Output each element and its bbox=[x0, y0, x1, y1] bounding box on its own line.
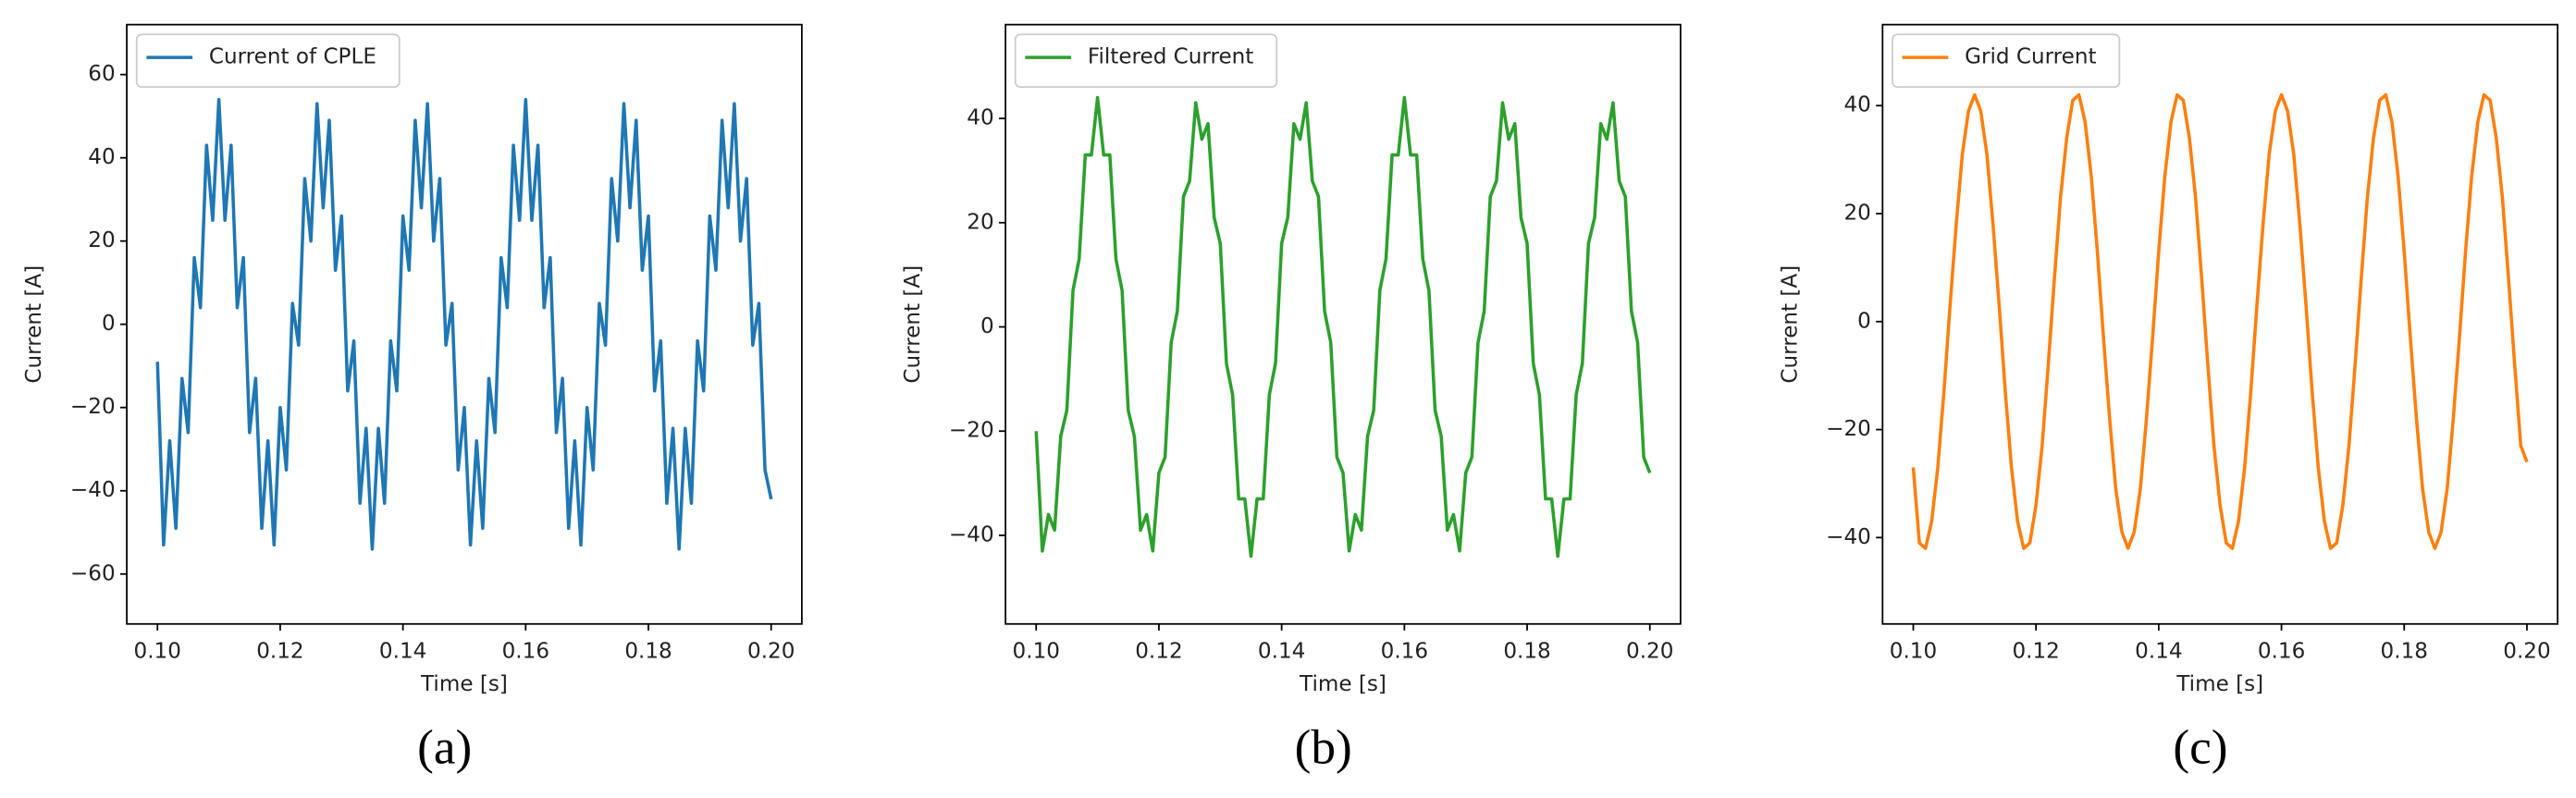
x-tick-label: 0.16 bbox=[2258, 639, 2305, 663]
x-axis-label: Time [s] bbox=[1299, 672, 1387, 696]
x-tick-label: 0.18 bbox=[2381, 639, 2428, 663]
x-tick-label: 0.20 bbox=[2503, 639, 2550, 663]
y-axis-label: Current [A] bbox=[22, 265, 46, 384]
y-tick-label: −20 bbox=[949, 419, 994, 443]
data-line bbox=[1911, 92, 2529, 550]
legend-box bbox=[1014, 33, 1278, 89]
legend: Filtered Current bbox=[1014, 33, 1278, 89]
y-tick-label: 20 bbox=[967, 210, 993, 234]
x-tick-label: 0.10 bbox=[1890, 639, 1937, 663]
y-tick-label: 0 bbox=[1857, 309, 1871, 333]
y-tick-label: 40 bbox=[1844, 93, 1871, 117]
y-tick-label: 0 bbox=[102, 312, 116, 336]
legend-text: Filtered Current bbox=[1088, 45, 1254, 69]
x-tick-label: 0.14 bbox=[1258, 639, 1305, 663]
plot-area bbox=[1911, 92, 2529, 550]
axes-frame bbox=[1881, 23, 2559, 625]
x-tick-label: 0.10 bbox=[1013, 639, 1060, 663]
plot-area bbox=[155, 97, 773, 551]
x-tick-label: 0.12 bbox=[1135, 639, 1182, 663]
x-tick-label: 0.14 bbox=[2135, 639, 2182, 663]
axes-frame bbox=[1005, 23, 1682, 625]
panel-caption: (c) bbox=[2173, 719, 2227, 774]
chart-panel: 0.10 0.12 0.14 0.16 0.18 0.20 −60 −40 −20 0 20 40 60… bbox=[22, 23, 803, 774]
y-tick-label: 40 bbox=[88, 145, 115, 169]
y-axis-label: Current [A] bbox=[901, 265, 925, 384]
y-tick-label: −20 bbox=[1826, 417, 1871, 441]
y-tick-label: 0 bbox=[980, 314, 994, 338]
data-line bbox=[155, 97, 773, 551]
y-tick-label: −60 bbox=[70, 561, 116, 585]
x-tick-label: 0.20 bbox=[1626, 639, 1673, 663]
y-tick-label: −20 bbox=[70, 395, 116, 419]
plot-area bbox=[1034, 95, 1652, 559]
panel-caption: (b) bbox=[1295, 719, 1352, 774]
legend: Current of CPLE bbox=[135, 33, 401, 89]
chart-panel: 0.10 0.12 0.14 0.16 0.18 0.20 −40 −20 0 20 40 Time … bbox=[901, 23, 1682, 774]
chart-panel: 0.10 0.12 0.14 0.16 0.18 0.20 −40 −20 0 20 40 Time … bbox=[1778, 23, 2559, 774]
x-tick-label: 0.16 bbox=[1381, 639, 1428, 663]
y-tick-label: 20 bbox=[1844, 202, 1871, 226]
y-tick-label: −40 bbox=[949, 522, 994, 546]
y-tick-label: −40 bbox=[70, 478, 116, 502]
legend-box bbox=[135, 33, 401, 89]
y-axis-label: Current [A] bbox=[1778, 265, 1802, 384]
y-tick-label: 60 bbox=[88, 62, 115, 86]
y-tick-label: 20 bbox=[88, 228, 115, 252]
y-tick-label: −40 bbox=[1826, 525, 1871, 549]
axes-frame bbox=[126, 23, 803, 625]
x-tick-label: 0.18 bbox=[1503, 639, 1550, 663]
x-tick-label: 0.14 bbox=[379, 639, 426, 663]
x-axis-label: Time [s] bbox=[420, 672, 508, 696]
x-tick-label: 0.16 bbox=[502, 639, 549, 663]
x-tick-label: 0.18 bbox=[624, 639, 672, 663]
x-tick-label: 0.12 bbox=[256, 639, 303, 663]
legend-text: Current of CPLE bbox=[209, 45, 376, 69]
data-line bbox=[1034, 95, 1652, 559]
x-axis-label: Time [s] bbox=[2175, 672, 2263, 696]
legend-box bbox=[1892, 33, 2121, 89]
x-tick-label: 0.20 bbox=[747, 639, 795, 663]
legend: Grid Current bbox=[1892, 33, 2121, 89]
y-tick-label: 40 bbox=[967, 106, 993, 130]
legend-text: Grid Current bbox=[1965, 45, 2096, 69]
x-tick-label: 0.12 bbox=[2012, 639, 2059, 663]
x-tick-label: 0.10 bbox=[134, 639, 181, 663]
panel-caption: (a) bbox=[417, 719, 472, 774]
